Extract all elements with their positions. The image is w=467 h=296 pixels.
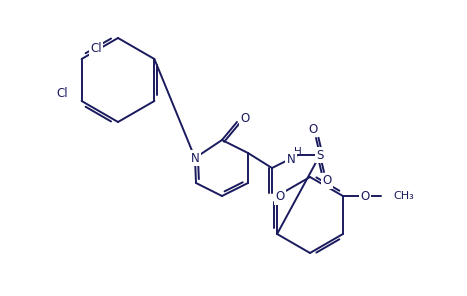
Text: O: O [360, 189, 369, 202]
Text: Cl: Cl [56, 86, 68, 99]
Text: N: N [287, 152, 295, 165]
Text: O: O [322, 175, 332, 187]
Text: Cl: Cl [91, 41, 102, 54]
Text: N: N [191, 152, 199, 165]
Text: O: O [308, 123, 318, 136]
Text: S: S [316, 149, 324, 162]
Text: H: H [294, 147, 302, 157]
Text: O: O [276, 191, 284, 204]
Text: O: O [241, 112, 250, 125]
Text: CH₃: CH₃ [393, 191, 414, 201]
